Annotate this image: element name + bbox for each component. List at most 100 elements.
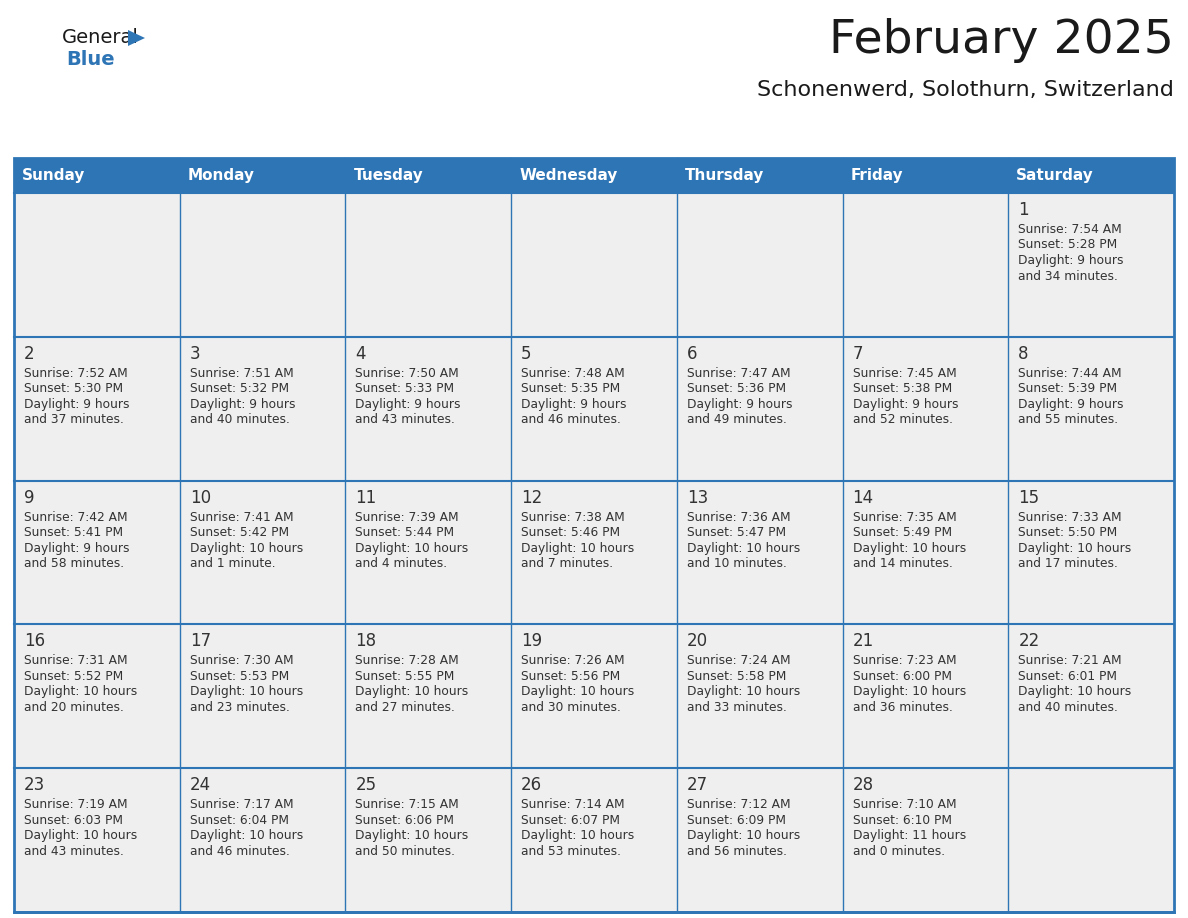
Text: Sunrise: 7:44 AM: Sunrise: 7:44 AM: [1018, 367, 1121, 380]
Text: Tuesday: Tuesday: [353, 168, 423, 183]
Bar: [14, 158, 179, 193]
Text: Sunset: 5:35 PM: Sunset: 5:35 PM: [522, 382, 620, 396]
Text: Daylight: 9 hours: Daylight: 9 hours: [355, 397, 461, 410]
Text: Sunrise: 7:39 AM: Sunrise: 7:39 AM: [355, 510, 459, 523]
Text: Sunset: 5:36 PM: Sunset: 5:36 PM: [687, 382, 786, 396]
Text: Friday: Friday: [851, 168, 903, 183]
Text: Sunrise: 7:28 AM: Sunrise: 7:28 AM: [355, 655, 460, 667]
Text: Sunrise: 7:52 AM: Sunrise: 7:52 AM: [24, 367, 128, 380]
Text: and 56 minutes.: and 56 minutes.: [687, 845, 786, 857]
Text: 17: 17: [190, 633, 210, 650]
Text: Daylight: 10 hours: Daylight: 10 hours: [190, 542, 303, 554]
Bar: [842, 624, 1009, 768]
Text: Sunrise: 7:36 AM: Sunrise: 7:36 AM: [687, 510, 790, 523]
Text: 22: 22: [1018, 633, 1040, 650]
Bar: [677, 337, 842, 481]
Text: and 20 minutes.: and 20 minutes.: [24, 701, 124, 714]
Bar: [1009, 768, 1174, 912]
Text: Sunset: 5:50 PM: Sunset: 5:50 PM: [1018, 526, 1118, 539]
Bar: [511, 337, 677, 481]
Bar: [842, 337, 1009, 481]
Text: Sunrise: 7:42 AM: Sunrise: 7:42 AM: [24, 510, 127, 523]
Text: Daylight: 9 hours: Daylight: 9 hours: [1018, 397, 1124, 410]
Bar: [1009, 624, 1174, 768]
Bar: [14, 193, 179, 337]
Text: Daylight: 9 hours: Daylight: 9 hours: [24, 542, 129, 554]
Text: and 4 minutes.: and 4 minutes.: [355, 557, 448, 570]
Bar: [511, 193, 677, 337]
Text: Sunrise: 7:21 AM: Sunrise: 7:21 AM: [1018, 655, 1121, 667]
Text: 13: 13: [687, 488, 708, 507]
Text: Sunset: 5:42 PM: Sunset: 5:42 PM: [190, 526, 289, 539]
Text: Daylight: 10 hours: Daylight: 10 hours: [522, 542, 634, 554]
Bar: [842, 768, 1009, 912]
Bar: [14, 481, 179, 624]
Text: Sunset: 5:58 PM: Sunset: 5:58 PM: [687, 670, 786, 683]
Text: Sunset: 5:52 PM: Sunset: 5:52 PM: [24, 670, 124, 683]
Text: 6: 6: [687, 345, 697, 363]
Bar: [179, 768, 346, 912]
Text: 18: 18: [355, 633, 377, 650]
Text: Daylight: 9 hours: Daylight: 9 hours: [687, 397, 792, 410]
Text: and 46 minutes.: and 46 minutes.: [190, 845, 290, 857]
Bar: [14, 158, 1174, 912]
Text: 10: 10: [190, 488, 210, 507]
Bar: [677, 158, 842, 193]
Text: Daylight: 10 hours: Daylight: 10 hours: [687, 829, 800, 842]
Bar: [346, 337, 511, 481]
Text: and 34 minutes.: and 34 minutes.: [1018, 270, 1118, 283]
Text: 28: 28: [853, 777, 873, 794]
Text: and 17 minutes.: and 17 minutes.: [1018, 557, 1118, 570]
Bar: [842, 158, 1009, 193]
Text: 4: 4: [355, 345, 366, 363]
Text: Sunset: 6:09 PM: Sunset: 6:09 PM: [687, 813, 785, 827]
Text: 7: 7: [853, 345, 862, 363]
Text: Daylight: 10 hours: Daylight: 10 hours: [24, 829, 138, 842]
Text: and 49 minutes.: and 49 minutes.: [687, 413, 786, 426]
Text: Daylight: 9 hours: Daylight: 9 hours: [853, 397, 958, 410]
Text: 8: 8: [1018, 345, 1029, 363]
Text: Sunrise: 7:26 AM: Sunrise: 7:26 AM: [522, 655, 625, 667]
Bar: [1009, 337, 1174, 481]
Bar: [842, 193, 1009, 337]
Text: Daylight: 10 hours: Daylight: 10 hours: [190, 829, 303, 842]
Text: Daylight: 9 hours: Daylight: 9 hours: [522, 397, 626, 410]
Bar: [179, 337, 346, 481]
Text: Sunset: 6:04 PM: Sunset: 6:04 PM: [190, 813, 289, 827]
Text: Sunrise: 7:38 AM: Sunrise: 7:38 AM: [522, 510, 625, 523]
Bar: [14, 337, 179, 481]
Text: Sunset: 6:03 PM: Sunset: 6:03 PM: [24, 813, 124, 827]
Text: Sunrise: 7:23 AM: Sunrise: 7:23 AM: [853, 655, 956, 667]
Text: Sunrise: 7:30 AM: Sunrise: 7:30 AM: [190, 655, 293, 667]
Text: General: General: [62, 28, 139, 47]
Bar: [511, 158, 677, 193]
Text: Sunrise: 7:35 AM: Sunrise: 7:35 AM: [853, 510, 956, 523]
Text: February 2025: February 2025: [829, 18, 1174, 63]
Text: and 58 minutes.: and 58 minutes.: [24, 557, 124, 570]
Text: Sunset: 5:46 PM: Sunset: 5:46 PM: [522, 526, 620, 539]
Text: 2: 2: [24, 345, 34, 363]
Bar: [346, 158, 511, 193]
Text: Blue: Blue: [67, 50, 114, 69]
Text: Daylight: 10 hours: Daylight: 10 hours: [355, 829, 469, 842]
Text: and 1 minute.: and 1 minute.: [190, 557, 276, 570]
Text: and 43 minutes.: and 43 minutes.: [24, 845, 124, 857]
Text: 20: 20: [687, 633, 708, 650]
Text: and 55 minutes.: and 55 minutes.: [1018, 413, 1118, 426]
Text: Sunrise: 7:47 AM: Sunrise: 7:47 AM: [687, 367, 790, 380]
Text: and 46 minutes.: and 46 minutes.: [522, 413, 621, 426]
Text: and 23 minutes.: and 23 minutes.: [190, 701, 290, 714]
Text: Sunrise: 7:17 AM: Sunrise: 7:17 AM: [190, 798, 293, 812]
Polygon shape: [128, 30, 145, 46]
Text: and 0 minutes.: and 0 minutes.: [853, 845, 944, 857]
Text: and 53 minutes.: and 53 minutes.: [522, 845, 621, 857]
Text: and 40 minutes.: and 40 minutes.: [190, 413, 290, 426]
Text: and 14 minutes.: and 14 minutes.: [853, 557, 953, 570]
Text: Sunset: 5:41 PM: Sunset: 5:41 PM: [24, 526, 124, 539]
Text: Sunset: 5:30 PM: Sunset: 5:30 PM: [24, 382, 124, 396]
Bar: [1009, 193, 1174, 337]
Text: Sunrise: 7:12 AM: Sunrise: 7:12 AM: [687, 798, 790, 812]
Text: 21: 21: [853, 633, 874, 650]
Text: 12: 12: [522, 488, 543, 507]
Text: Sunrise: 7:45 AM: Sunrise: 7:45 AM: [853, 367, 956, 380]
